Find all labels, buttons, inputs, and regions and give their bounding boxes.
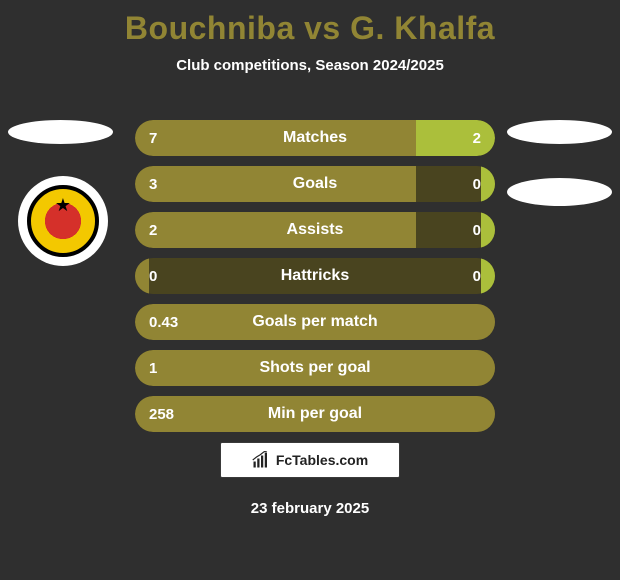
stat-row: 0.43Goals per match [135, 304, 495, 340]
comparison-card: Bouchniba vs G. Khalfa Club competitions… [0, 0, 620, 580]
chart-icon [252, 451, 270, 469]
ellipse-left [8, 120, 113, 144]
ellipse-right-1 [507, 120, 612, 144]
stat-value-right: 2 [473, 130, 481, 147]
brand-text: FcTables.com [276, 452, 368, 468]
stat-value-right: 0 [473, 268, 481, 285]
stat-row: 0Hattricks0 [135, 258, 495, 294]
subtitle: Club competitions, Season 2024/2025 [0, 57, 620, 74]
player-left-name: Bouchniba [125, 10, 295, 46]
stat-label: Shots per goal [135, 359, 495, 377]
stat-label: Assists [135, 221, 495, 239]
date-text: 23 february 2025 [0, 500, 620, 517]
club-badge: ★ [18, 176, 108, 266]
stat-row: 1Shots per goal [135, 350, 495, 386]
stat-label: Hattricks [135, 267, 495, 285]
player-right-name: G. Khalfa [350, 10, 495, 46]
stat-row: 258Min per goal [135, 396, 495, 432]
stat-label: Goals per match [135, 313, 495, 331]
stat-label: Min per goal [135, 405, 495, 423]
star-icon: ★ [55, 195, 71, 216]
stat-label: Goals [135, 175, 495, 193]
stat-value-right: 0 [473, 222, 481, 239]
club-badge-inner: ★ [27, 185, 99, 257]
vs-text: vs [295, 10, 350, 46]
page-title: Bouchniba vs G. Khalfa [0, 0, 620, 47]
stat-label: Matches [135, 129, 495, 147]
stat-row: 3Goals0 [135, 166, 495, 202]
brand-box: FcTables.com [220, 442, 400, 478]
stat-row: 2Assists0 [135, 212, 495, 248]
stat-bars: 7Matches23Goals02Assists00Hattricks00.43… [135, 120, 495, 432]
stat-row: 7Matches2 [135, 120, 495, 156]
ellipse-right-2 [507, 178, 612, 206]
stat-value-right: 0 [473, 176, 481, 193]
